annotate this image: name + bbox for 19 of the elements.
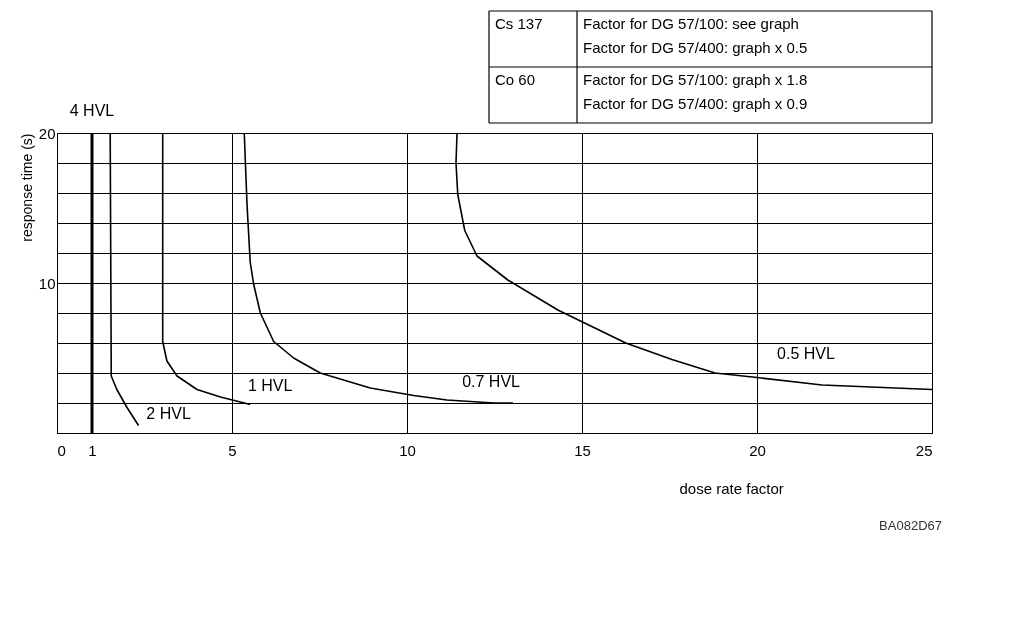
series-label: 0.5 HVL — [777, 344, 836, 362]
x-tick-label: 10 — [399, 441, 416, 459]
text: Factor for DG 57/100: graph x 1.8 Factor for DG 57/400: graph x 0.9 — [583, 71, 808, 112]
x-axis-title: dose rate factor — [679, 479, 784, 497]
series-label: 2 HVL — [146, 404, 191, 422]
x-tick-label: 15 — [574, 441, 591, 459]
x-tick-label: 0 — [57, 441, 66, 459]
text: Factor for DG 57/100: see graph Factor for DG 57/400: graph x 0.5 — [583, 15, 808, 56]
text: Cs 137 — [495, 15, 543, 32]
text: Co 60 — [495, 71, 536, 88]
text: BA082D67 — [879, 518, 942, 533]
x-tick-label: 5 — [228, 441, 237, 459]
series-label: 4 HVL — [69, 102, 115, 119]
series-label: 0.7 HVL — [462, 373, 521, 390]
y-axis-title: response time (s) — [18, 133, 35, 242]
x-tick-label: 1 — [88, 441, 97, 459]
x-tick-label: 20 — [749, 441, 766, 459]
series-label: 1 HVL — [247, 376, 293, 394]
x-tick-label: 25 — [915, 441, 933, 459]
